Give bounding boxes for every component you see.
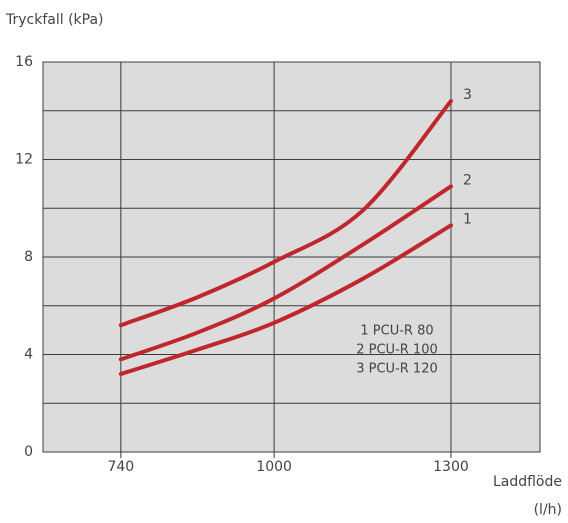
series-line	[118, 184, 453, 362]
x-tick-label: 740	[107, 459, 134, 475]
x-axis-unit: (l/h)	[534, 502, 562, 518]
line-end-label: 2	[463, 172, 472, 188]
y-tick-label: 12	[15, 152, 33, 168]
y-axis-title: Tryckfall (kPa)	[5, 12, 104, 28]
legend-entry: 2 PCU-R 100	[356, 343, 438, 358]
legend-entry: 1 PCU-R 80	[360, 324, 433, 339]
x-tick-label: 1300	[433, 459, 469, 475]
line-end-label: 3	[463, 87, 472, 103]
x-axis-title: Laddflöde	[493, 474, 562, 490]
y-tick-label: 8	[24, 249, 33, 265]
y-tick-label: 16	[15, 54, 33, 70]
series-line	[118, 99, 453, 328]
y-tick-label: 0	[24, 444, 33, 460]
legend-entry: 3 PCU-R 120	[356, 362, 438, 377]
y-tick-label: 4	[24, 347, 33, 363]
series-line	[118, 223, 453, 376]
x-tick-label: 1000	[256, 459, 292, 475]
line-end-label: 1	[463, 211, 472, 227]
